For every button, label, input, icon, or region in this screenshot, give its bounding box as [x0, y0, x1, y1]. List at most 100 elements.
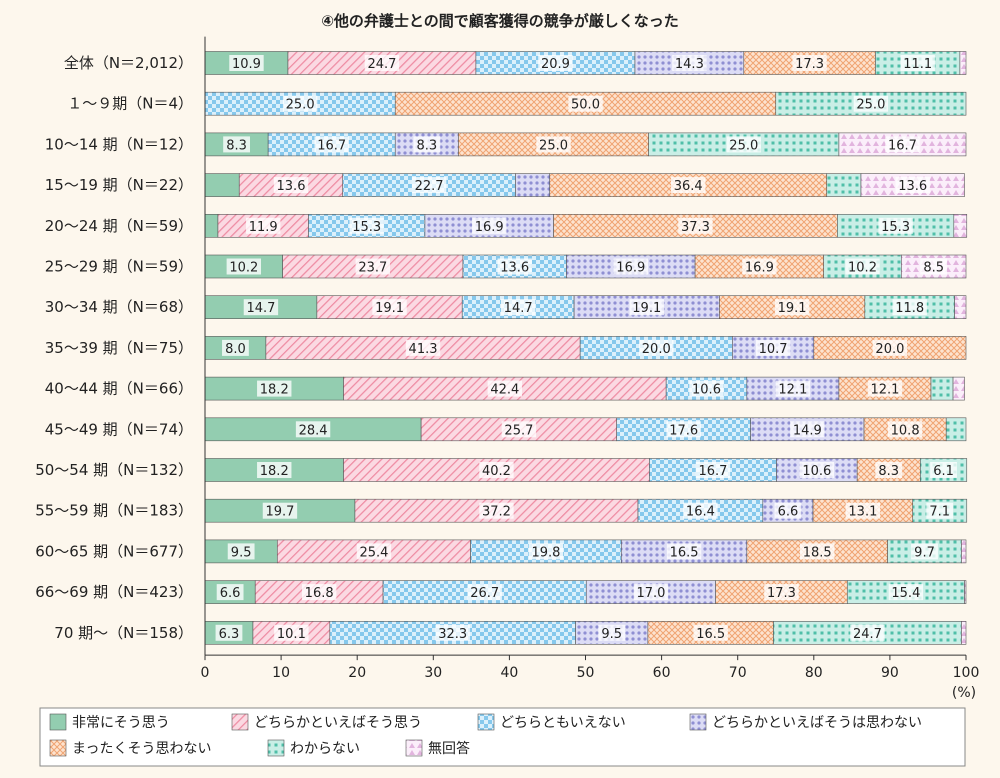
value-label: 28.4 [299, 423, 328, 438]
value-label-bg [301, 584, 337, 601]
value-label: 9.7 [914, 545, 935, 560]
value-label: 16.4 [686, 505, 715, 520]
x-tick-label: 70 [729, 665, 747, 681]
value-label-bg [479, 502, 514, 519]
value-label: 13.6 [500, 261, 529, 276]
value-label: 7.1 [929, 505, 950, 520]
value-label-bg [598, 624, 626, 641]
value-label-bg [875, 462, 903, 478]
category-label: 20〜24 期（N＝59） [45, 217, 193, 235]
value-label: 12.1 [870, 383, 899, 398]
value-label-bg [683, 502, 718, 519]
value-label-bg [895, 177, 930, 194]
value-label-bg [639, 339, 674, 356]
bar-segment [945, 417, 967, 442]
value-label: 19.1 [778, 301, 807, 316]
value-label-bg [689, 380, 724, 397]
value-label-bg [467, 584, 502, 601]
value-label-bg [926, 502, 954, 519]
value-label-bg [497, 258, 532, 275]
value-label-bg [282, 95, 318, 112]
value-label-bg [435, 624, 470, 641]
value-label: 10.2 [229, 261, 258, 276]
value-label: 14.3 [675, 57, 704, 72]
value-label-bg [845, 258, 880, 275]
value-label-bg [613, 258, 648, 275]
bar-segment [961, 620, 967, 645]
value-label-bg [226, 258, 262, 275]
value-label: 6.3 [219, 627, 240, 642]
value-label: 19.7 [265, 505, 294, 520]
legend-label: 非常にそう思う [72, 715, 170, 731]
value-label: 9.5 [231, 545, 252, 560]
chart-title: ④他の弁護士との間で顧客獲得の競争が厳しくなった [321, 12, 679, 30]
value-label: 40.2 [482, 464, 511, 479]
value-label: 19.1 [375, 301, 404, 316]
value-label-bg [774, 299, 810, 316]
category-label: 15〜19 期（N＝22） [45, 176, 193, 194]
value-label: 19.1 [632, 301, 661, 316]
value-label: 12.1 [778, 383, 807, 398]
value-label-bg [666, 421, 701, 438]
value-label-bg [246, 217, 281, 234]
value-label-bg [356, 543, 392, 560]
value-label-bg [892, 299, 927, 316]
value-label-bg [633, 584, 669, 601]
value-label-bg [800, 543, 835, 560]
value-label-bg [500, 299, 536, 316]
x-tick-label: 80 [805, 665, 823, 681]
legend-label: わからない [290, 741, 360, 757]
bar-segment [826, 173, 862, 197]
value-label: 37.3 [681, 220, 710, 235]
value-label-bg [349, 217, 384, 234]
legend-label: どちらともいえない [500, 715, 626, 731]
x-tick-label: 90 [881, 665, 899, 681]
value-label: 11.8 [895, 301, 924, 316]
bar-segment [515, 173, 551, 197]
value-label-bg [930, 462, 957, 478]
bar-segment [954, 295, 967, 320]
value-label: 17.3 [795, 57, 824, 72]
value-label: 16.8 [305, 586, 334, 601]
category-label: 35〜39 期（N＝75） [45, 339, 193, 357]
value-label-bg [274, 624, 309, 641]
value-label-bg [790, 421, 825, 438]
value-label-bg [355, 258, 391, 275]
value-label: 32.3 [438, 627, 467, 642]
value-label: 16.9 [475, 220, 504, 235]
category-label: 45〜49 期（N＝74） [45, 420, 193, 438]
category-label: 70 期〜（N＝158） [54, 624, 193, 642]
legend-box [39, 707, 966, 767]
value-label-bg [372, 299, 407, 316]
value-label-bg [867, 380, 903, 397]
value-label: 9.5 [601, 627, 622, 642]
legend-swatch [689, 713, 707, 731]
value-label: 16.9 [745, 261, 774, 276]
value-label: 18.2 [260, 464, 289, 479]
bar-segment [959, 51, 967, 75]
value-label-bg [215, 624, 243, 641]
x-tick-label: 50 [577, 665, 595, 681]
value-label-bg [774, 502, 802, 519]
value-label: 8.3 [226, 138, 247, 153]
value-label: 25.7 [504, 423, 533, 438]
category-label: 60〜65 期（N＝677） [35, 542, 193, 560]
legend-swatch [405, 739, 423, 757]
value-label-bg [472, 217, 507, 234]
value-label-bg [538, 55, 573, 71]
value-label-bg [216, 584, 244, 601]
value-label: 14.7 [504, 301, 533, 316]
value-label-bg [755, 339, 791, 356]
value-label-bg [900, 55, 935, 71]
category-label: 66〜69 期（N＝423） [35, 583, 193, 601]
x-tick-label: 60 [653, 665, 671, 681]
value-label-bg [799, 462, 835, 478]
value-label-bg [872, 339, 908, 356]
value-label: 15.4 [891, 586, 920, 601]
value-label: 16.7 [698, 464, 727, 479]
value-label-bg [528, 543, 564, 560]
value-label-bg [257, 380, 292, 397]
value-label-bg [742, 258, 777, 275]
value-label: 16.9 [616, 261, 645, 276]
